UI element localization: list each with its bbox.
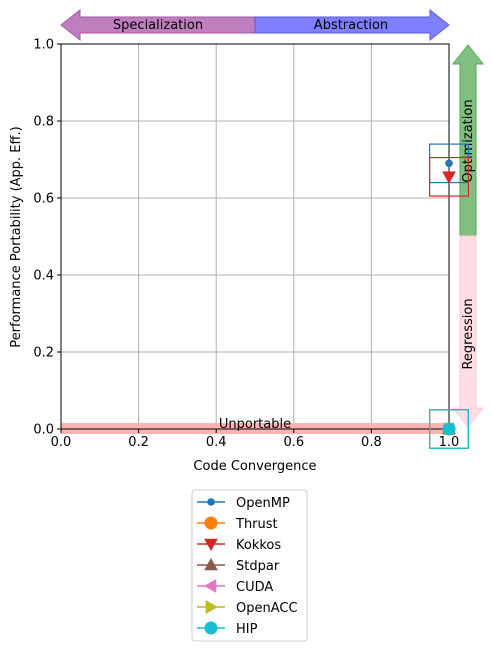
legend-frame [191, 489, 308, 642]
y-tick-label: 0.0 [33, 423, 54, 438]
legend-label: HIP [236, 622, 258, 637]
legend-marker [204, 516, 218, 530]
abstraction-arrow [254, 8, 450, 42]
x-tick-label: 0.2 [128, 435, 149, 450]
legend-label: Stdpar [236, 559, 280, 574]
legend-marker [203, 579, 217, 593]
legend-label: OpenACC [236, 601, 298, 616]
x-axis-label: Code Convergence [193, 459, 316, 474]
point-openmp [445, 159, 453, 168]
box-hip [429, 409, 470, 449]
legend-marker [204, 538, 218, 552]
x-tick-label: 0.8 [361, 435, 382, 450]
data-marks [429, 143, 470, 449]
right-arrows: Optimization Regression [451, 44, 485, 428]
y-axis-ticks: 0.0 0.2 0.4 0.6 0.8 1.0 [33, 38, 61, 438]
legend-item: Thrust [197, 516, 278, 532]
optimization-arrow [451, 44, 485, 237]
legend-item: CUDA [197, 579, 273, 595]
legend-label: Thrust [235, 517, 278, 532]
optimization-label: Optimization [461, 99, 476, 182]
legend-label: OpenMP [236, 496, 290, 511]
point-hip [442, 422, 456, 436]
legend-item: OpenMP [197, 496, 290, 511]
legend-marker [205, 600, 219, 614]
specialization-arrow [60, 8, 256, 42]
legend-item: HIP [197, 621, 258, 637]
specialization-label: Specialization [113, 18, 203, 33]
legend-marker [204, 557, 218, 571]
x-tick-label: 0.0 [51, 435, 72, 450]
legend-marker [204, 621, 218, 635]
x-tick-label: 0.6 [283, 435, 304, 450]
y-tick-label: 0.2 [33, 346, 54, 361]
top-arrows: Specialization Abstraction [60, 8, 450, 42]
box-kokkos [429, 156, 470, 197]
legend-item: Stdpar [197, 557, 280, 574]
point-kokkos [442, 171, 456, 184]
legend-label: Kokkos [236, 538, 281, 553]
legend: OpenMP Thrust Kokkos Stdpar CUDA OpenACC HIP [191, 489, 308, 642]
legend-item: OpenACC [197, 600, 298, 616]
legend-marker [207, 498, 215, 506]
x-tick-label: 0.4 [206, 435, 227, 450]
abstraction-label: Abstraction [314, 18, 388, 33]
y-tick-label: 1.0 [33, 38, 54, 53]
y-tick-label: 0.4 [33, 269, 54, 284]
regression-label: Regression [461, 298, 476, 369]
y-tick-label: 0.6 [33, 192, 54, 207]
plot-frame [60, 43, 450, 430]
x-axis-ticks: 0.0 0.2 0.4 0.6 0.8 1.0 [51, 429, 460, 450]
grid [60, 43, 450, 430]
legend-item: Kokkos [197, 538, 281, 553]
regression-arrow [451, 235, 485, 428]
y-tick-label: 0.8 [33, 115, 54, 130]
x-tick-label: 1.0 [439, 435, 460, 450]
unportable-label: Unportable [219, 417, 291, 432]
legend-label: CUDA [236, 580, 273, 595]
y-axis-label: Performance Portability (App. Eff.) [9, 126, 24, 347]
